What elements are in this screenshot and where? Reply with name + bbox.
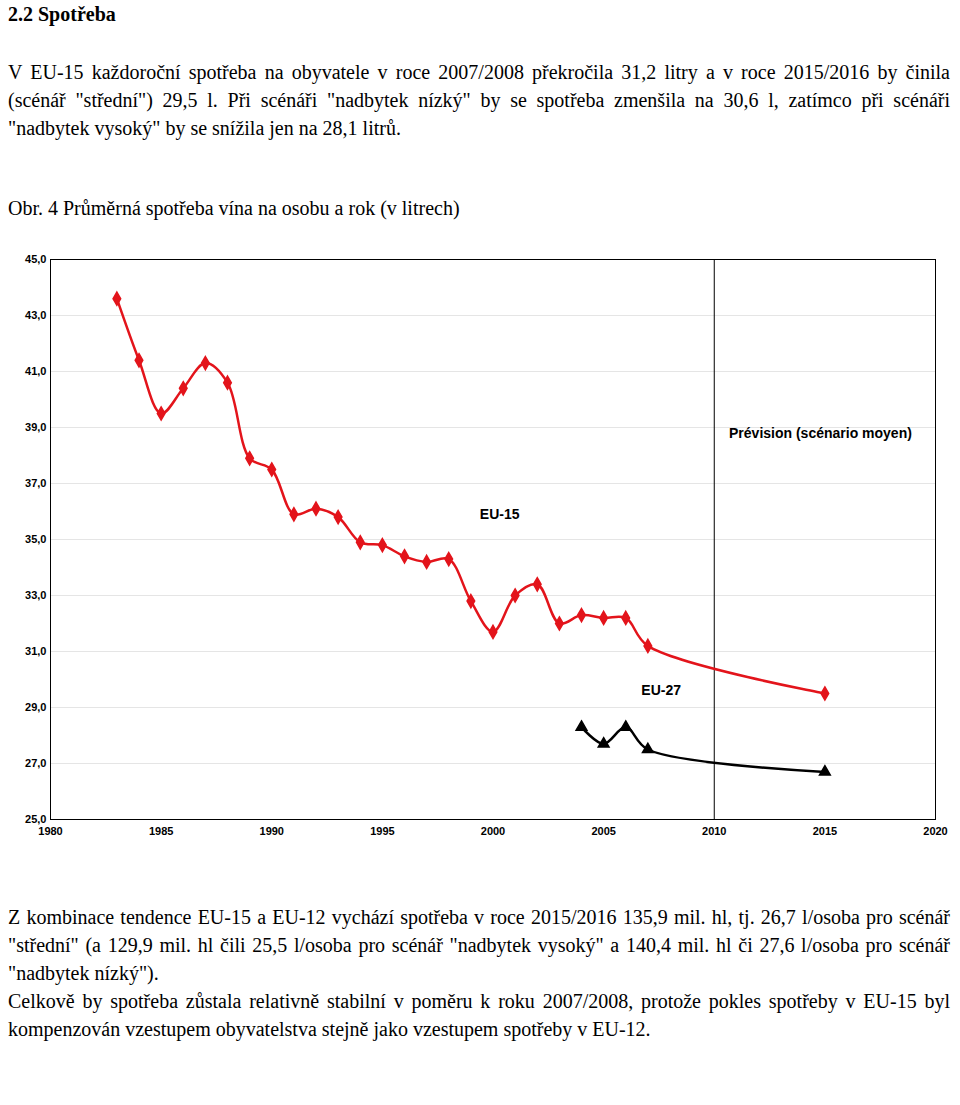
svg-text:39,0: 39,0 <box>25 421 46 433</box>
svg-text:1985: 1985 <box>149 825 173 837</box>
svg-text:EU-27: EU-27 <box>641 682 681 698</box>
svg-text:EU-15: EU-15 <box>480 506 520 522</box>
html-text:V EU-15 každoroční spotřeba na: V EU-15 každoroční spotřeba na obyvatele… <box>8 61 950 139</box>
svg-text:2000: 2000 <box>481 825 505 837</box>
html-text:Obr. 4 Průměrná spotřeba vína: Obr. 4 Průměrná spotřeba vína na osobu a… <box>8 197 460 219</box>
html-text:2.2 Spotřeba: 2.2 Spotřeba <box>8 3 116 25</box>
svg-text:2010: 2010 <box>702 825 726 837</box>
html-text:Z kombinace tendence EU-15 a E: Z kombinace tendence EU-15 a EU-12 vychá… <box>8 906 950 984</box>
html-text:Celkově by spotřeba zůstala re: Celkově by spotřeba zůstala relativně st… <box>8 990 950 1040</box>
svg-text:35,0: 35,0 <box>25 533 46 545</box>
svg-text:2015: 2015 <box>813 825 837 837</box>
svg-text:Prévision (scénario moyen): Prévision (scénario moyen) <box>729 425 912 441</box>
svg-text:43,0: 43,0 <box>25 309 46 321</box>
svg-text:25,0: 25,0 <box>25 813 46 825</box>
svg-text:27,0: 27,0 <box>25 757 46 769</box>
svg-text:2020: 2020 <box>923 825 947 837</box>
svg-text:2005: 2005 <box>591 825 615 837</box>
svg-text:1980: 1980 <box>38 825 62 837</box>
svg-text:31,0: 31,0 <box>25 645 46 657</box>
svg-text:1990: 1990 <box>260 825 284 837</box>
svg-text:45,0: 45,0 <box>25 253 46 265</box>
svg-text:1995: 1995 <box>370 825 394 837</box>
svg-text:37,0: 37,0 <box>25 477 46 489</box>
svg-text:33,0: 33,0 <box>25 589 46 601</box>
svg-text:29,0: 29,0 <box>25 701 46 713</box>
svg-text:41,0: 41,0 <box>25 365 46 377</box>
